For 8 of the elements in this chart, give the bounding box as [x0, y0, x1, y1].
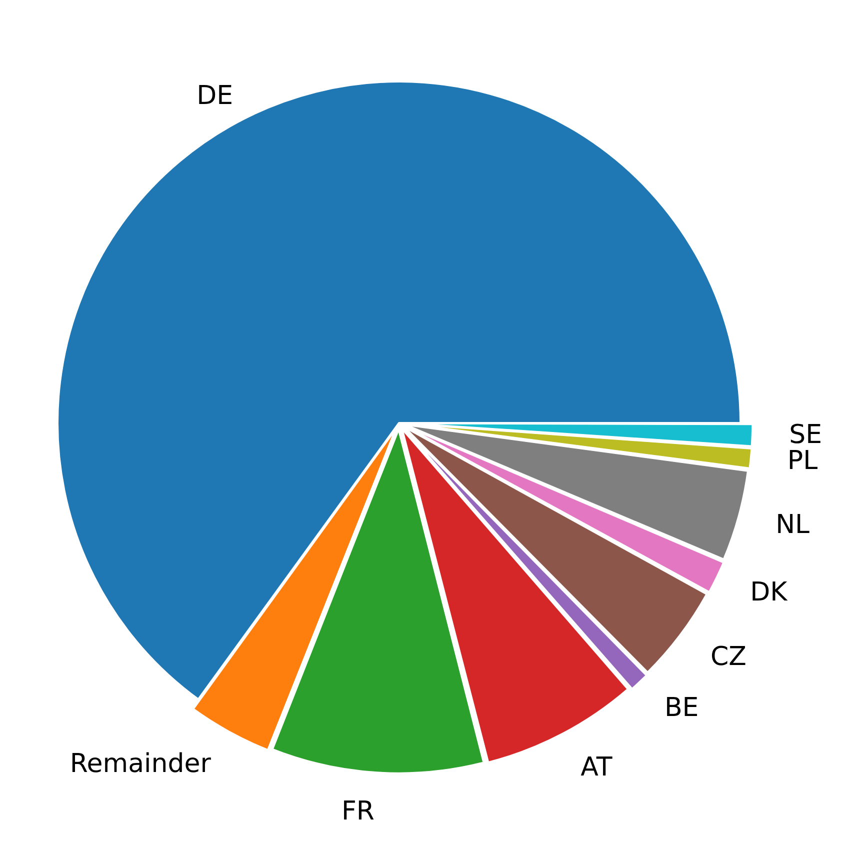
slice-label: CZ [710, 642, 746, 672]
slice-label: FR [341, 796, 374, 826]
slice-label: AT [580, 752, 612, 782]
slice-label: DK [750, 577, 788, 608]
slice-label: NL [776, 510, 810, 540]
slice-label: DE [196, 81, 234, 112]
slice-label: Remainder [70, 748, 212, 779]
slice-label: BE [664, 693, 699, 724]
